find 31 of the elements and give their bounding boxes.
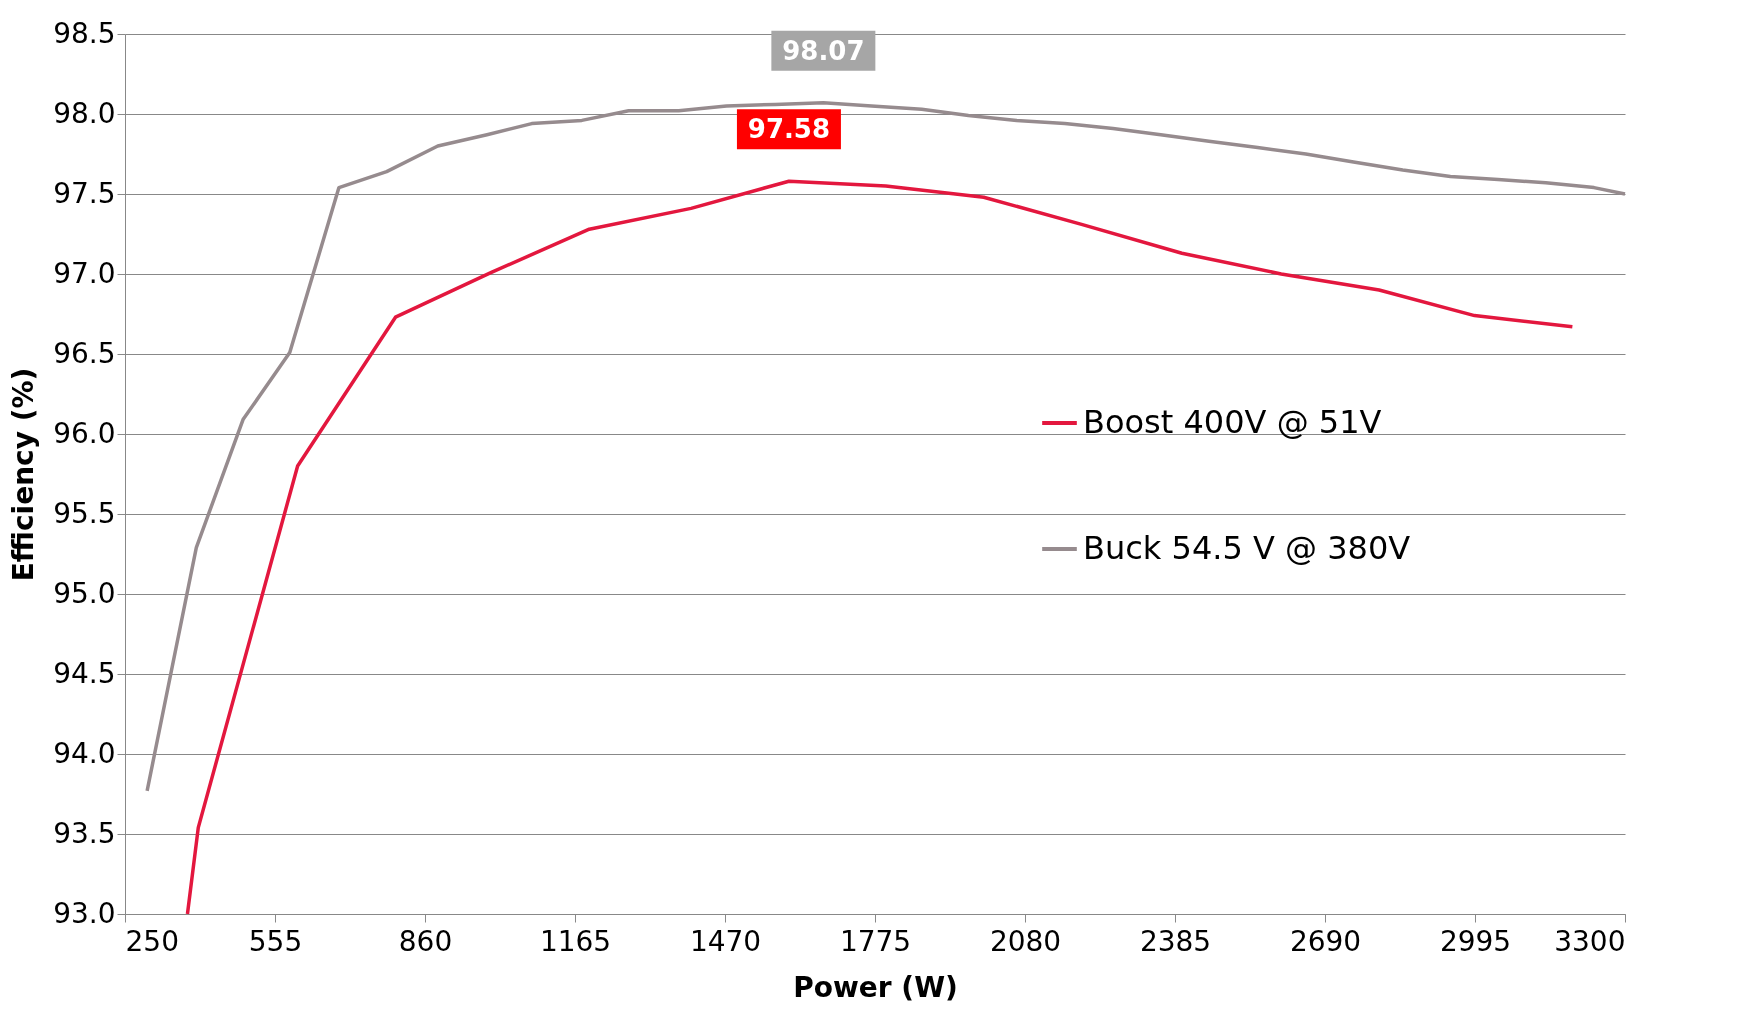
x-tick-label: 2995 xyxy=(1439,924,1512,958)
legend-label: Buck 54.5 V @ 380V xyxy=(1083,529,1411,568)
x-tick-label: 2690 xyxy=(1289,924,1362,958)
x-tick-label: 1165 xyxy=(539,924,612,958)
y-tick-label: 93.0 xyxy=(53,896,116,930)
y-tick-label: 93.5 xyxy=(53,816,116,850)
annotation: 97.58 xyxy=(747,114,831,145)
y-tick-label: 97.0 xyxy=(53,256,116,290)
x-tick-label: 3300 xyxy=(1554,924,1626,958)
line-series xyxy=(185,179,1575,916)
x-tick-label: 1775 xyxy=(839,924,912,958)
line-series xyxy=(145,101,1627,793)
annotation: 98.07 xyxy=(782,35,865,66)
y-tick-label: 98.5 xyxy=(53,16,116,50)
x-tick-label: 555 xyxy=(248,924,303,958)
y-tick-label: 96.0 xyxy=(53,416,116,450)
y-tick-label: 96.5 xyxy=(53,336,116,370)
y-tick-label: 97.5 xyxy=(53,176,116,210)
y-tick-label: 94.0 xyxy=(53,736,116,770)
legend-label: Boost 400V @ 51V xyxy=(1083,403,1382,442)
x-tick-label: 1470 xyxy=(689,924,762,958)
y-tick-label: 95.0 xyxy=(53,576,116,610)
y-axis-title: Efficiency (%) xyxy=(7,367,41,582)
y-tick-label: 98.0 xyxy=(53,96,116,130)
x-tick-label: 860 xyxy=(398,924,453,958)
x-axis-title: Power (W) xyxy=(793,970,958,1004)
x-tick-label: 250 xyxy=(125,924,179,958)
y-tick-label: 95.5 xyxy=(53,496,116,530)
y-tick-label: 94.5 xyxy=(53,656,116,690)
x-tick-label: 2385 xyxy=(1139,924,1212,958)
x-tick-label: 2080 xyxy=(989,924,1062,958)
